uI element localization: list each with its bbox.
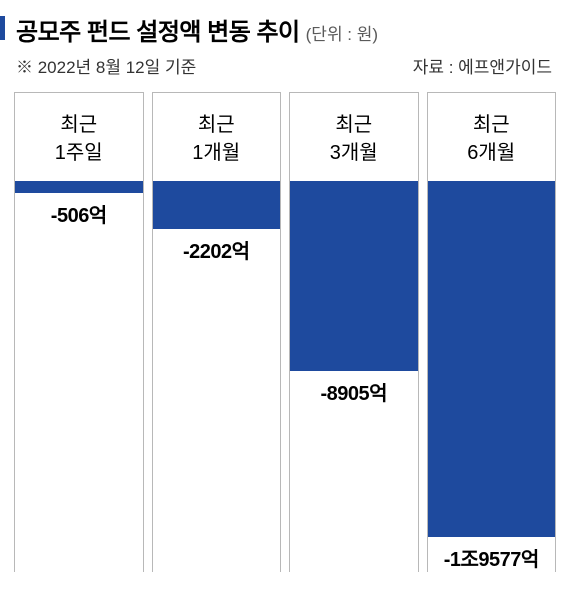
chart-unit: (단위 : 원) [306,20,378,45]
period-label: 최근 3개월 [330,111,378,167]
period-line1: 최근 [473,114,510,136]
data-source: 자료 : 에프앤가이드 [413,53,552,78]
period-label: 최근 1주일 [55,111,103,167]
period-label: 최근 1개월 [192,111,240,167]
period-line1: 최근 [60,114,97,136]
bar-wrapper [15,181,143,193]
period-label: 최근 6개월 [467,111,515,167]
period-line2: 1개월 [192,142,240,164]
bar-column-1week: 최근 1주일 -506억 [14,92,144,572]
bar-wrapper [428,181,556,537]
period-line1: 최근 [335,114,372,136]
header-row: 공모주 펀드 설정액 변동 추이 (단위 : 원) [16,12,556,47]
bar-column-3month: 최근 3개월 -8905억 [289,92,419,572]
value-label: -2202억 [183,235,250,264]
value-label: -1조9577억 [444,543,539,572]
chart-container: 공모주 펀드 설정액 변동 추이 (단위 : 원) ※ 2022년 8월 12일… [0,0,570,596]
period-line2: 3개월 [330,142,378,164]
bar [153,181,281,229]
bar-wrapper [153,181,281,229]
value-label: -506억 [51,199,107,228]
bar [428,181,556,537]
chart-area: 최근 1주일 -506억 최근 1개월 -2202억 최근 3개월 [14,92,556,572]
bar-wrapper [290,181,418,371]
meta-row: ※ 2022년 8월 12일 기준 자료 : 에프앤가이드 [16,53,552,78]
bar-column-6month: 최근 6개월 -1조9577억 [427,92,557,572]
bar-column-1month: 최근 1개월 -2202억 [152,92,282,572]
bar [15,181,143,193]
title-accent-bar [0,16,5,40]
period-line1: 최근 [198,114,235,136]
chart-title: 공모주 펀드 설정액 변동 추이 [16,12,300,47]
basis-date: ※ 2022년 8월 12일 기준 [16,53,196,78]
period-line2: 1주일 [55,142,103,164]
period-line2: 6개월 [467,142,515,164]
value-label: -8905억 [320,377,387,406]
bar [290,181,418,371]
